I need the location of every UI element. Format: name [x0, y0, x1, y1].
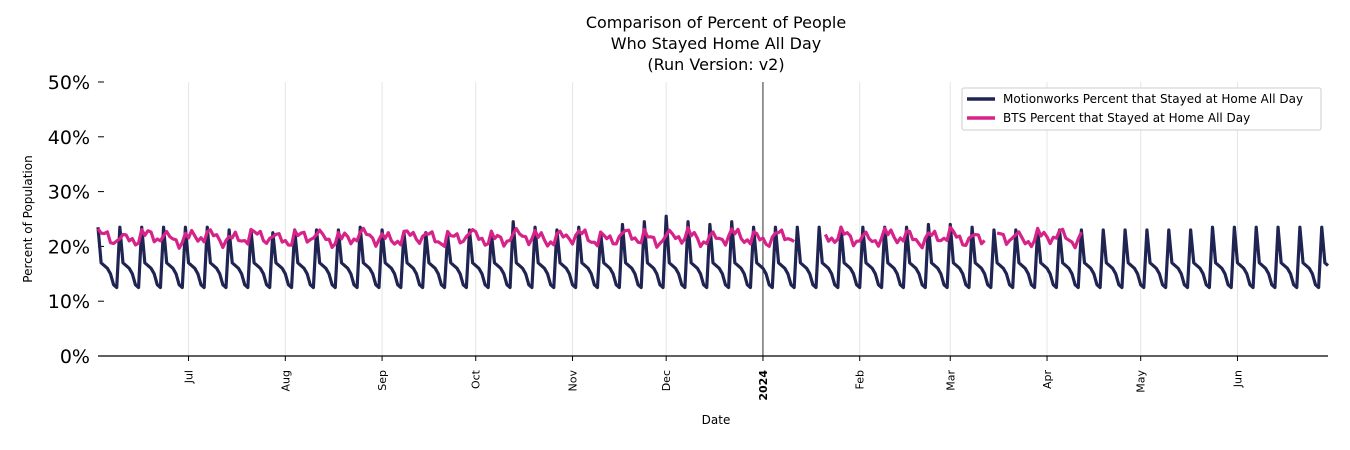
- chart-title-line-1: Comparison of Percent of People: [586, 13, 846, 32]
- x-tick-label: Nov: [567, 370, 580, 392]
- x-tick-label: Jun: [1231, 370, 1244, 388]
- series-line-bts-segment: [823, 225, 986, 250]
- y-tick-label: 0%: [60, 346, 90, 368]
- y-axis: 0% 10% 20% 30% 40% 50%: [48, 72, 104, 368]
- x-tick-label: Sep: [376, 370, 389, 391]
- x-tick-label: May: [1135, 370, 1148, 393]
- x-tick-label: 2024: [757, 370, 770, 401]
- x-tick-label: Jul: [183, 370, 196, 384]
- series-line-bts-segment: [96, 225, 795, 250]
- legend-label-bts: BTS Percent that Stayed at Home All Day: [1003, 111, 1250, 125]
- legend-box: [961, 87, 1322, 131]
- x-tick-label: Mar: [944, 370, 957, 391]
- y-tick-label: 10%: [48, 291, 90, 313]
- x-tick-label: Dec: [660, 370, 673, 391]
- series-line-bts-segment: [996, 226, 1083, 250]
- x-axis: Jul Aug Sep Oct Nov Dec 2024 Feb Mar Apr May Jun: [98, 355, 1328, 401]
- x-tick-label: Apr: [1041, 370, 1054, 390]
- chart-title-line-2: Who Stayed Home All Day: [611, 34, 821, 53]
- chart-title-line-3: (Run Version: v2): [647, 55, 784, 74]
- chart-title: Comparison of Percent of People Who Stay…: [586, 13, 846, 74]
- legend: Motionworks Percent that Stayed at Home …: [961, 87, 1322, 131]
- x-tick-label: Oct: [470, 369, 483, 389]
- x-tick-label: Feb: [854, 370, 867, 389]
- x-axis-label: Date: [702, 413, 731, 427]
- y-tick-label: 40%: [48, 127, 90, 149]
- y-tick-label: 50%: [48, 72, 90, 94]
- y-axis-label: Percent of Population: [21, 155, 35, 282]
- legend-label-motionworks: Motionworks Percent that Stayed at Home …: [1003, 92, 1303, 106]
- y-tick-label: 20%: [48, 236, 90, 258]
- y-tick-label: 30%: [48, 182, 90, 204]
- series-line-motionworks: [96, 214, 1330, 290]
- x-tick-label: Aug: [279, 370, 292, 391]
- series-lines: [96, 214, 1330, 290]
